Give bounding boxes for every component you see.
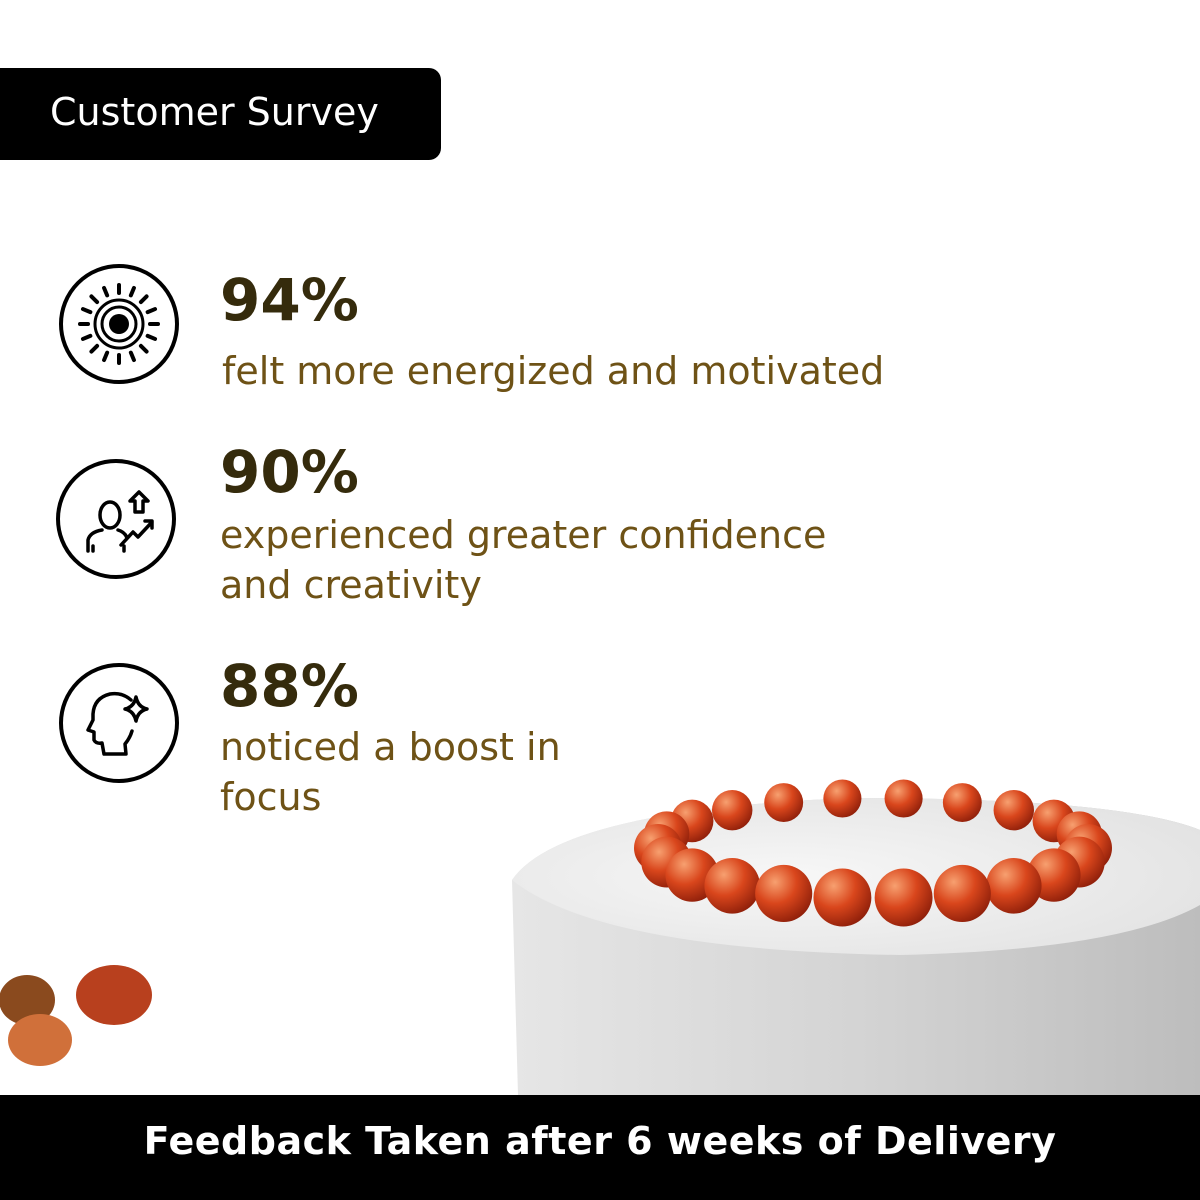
survey-title: Customer Survey — [50, 90, 379, 134]
footer-text: Feedback Taken after 6 weeks of Delivery — [143, 1119, 1057, 1163]
bead — [884, 779, 923, 818]
sun-ray — [145, 333, 158, 341]
sun-ray — [138, 294, 149, 305]
stat-text-energized: felt more energized and motivated — [222, 349, 885, 393]
stat-text-focus-line1: noticed a boost in — [220, 725, 561, 769]
stat-text-focus-line2: focus — [220, 775, 322, 819]
bead — [874, 868, 933, 927]
sun-ray — [80, 307, 93, 315]
tumbled-stones — [0, 965, 152, 1066]
sun-ray — [89, 294, 100, 305]
bead — [813, 868, 872, 927]
bead — [942, 783, 982, 822]
bead — [986, 858, 1042, 914]
person-growth-icon — [56, 459, 176, 579]
bead — [993, 789, 1035, 831]
carnelian-bracelet — [634, 779, 1112, 927]
bead — [823, 779, 862, 818]
bead — [764, 783, 804, 822]
stat-text-confidence-line2: and creativity — [220, 563, 482, 607]
sun-ray — [145, 307, 158, 315]
stat-percent-energized: 94% — [220, 266, 359, 334]
stat-percent-focus: 88% — [220, 652, 359, 720]
sun-energy-icon — [59, 264, 179, 384]
sun-ray — [138, 343, 149, 354]
sun-ray — [89, 343, 100, 354]
head-sparkle-icon — [59, 663, 179, 783]
sun-ray — [80, 333, 93, 341]
bead — [755, 864, 813, 923]
sun-ray — [128, 350, 136, 363]
bead — [933, 864, 991, 923]
sun-ray — [128, 285, 136, 298]
product-scene — [0, 779, 1200, 1095]
bead — [711, 789, 753, 831]
stat-text-confidence-line1: experienced greater confidence — [220, 513, 827, 557]
bead — [704, 858, 760, 914]
footer-banner: Feedback Taken after 6 weeks of Delivery — [0, 1095, 1200, 1200]
sun-ray — [102, 285, 110, 298]
stat-percent-confidence: 90% — [220, 438, 359, 506]
sun-ray — [102, 350, 110, 363]
survey-title-banner: Customer Survey — [0, 68, 441, 160]
